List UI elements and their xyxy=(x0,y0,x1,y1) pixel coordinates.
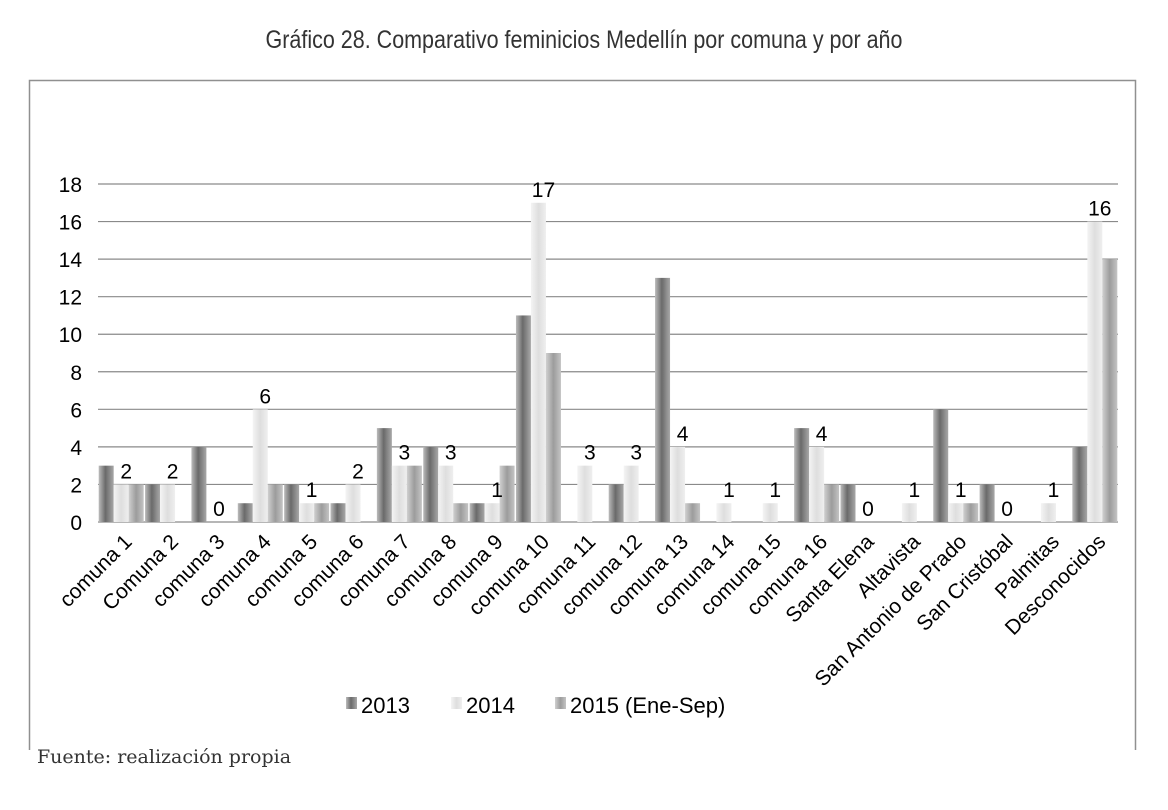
bar-2013 xyxy=(145,484,161,522)
bar-2014 xyxy=(530,202,546,522)
chart-frame xyxy=(28,79,1137,750)
y-tick-label: 4 xyxy=(70,437,82,460)
y-tick-label: 14 xyxy=(59,249,83,272)
bar-2015-ene-sep- xyxy=(545,353,561,522)
y-tick-label: 16 xyxy=(59,212,82,235)
data-label: 1 xyxy=(909,479,921,502)
bar-2015-ene-sep- xyxy=(128,484,144,522)
data-label: 2 xyxy=(352,460,364,483)
data-label: 2 xyxy=(167,460,179,483)
bar-2014 xyxy=(670,446,686,522)
bar-2013 xyxy=(376,428,392,522)
bar-2014 xyxy=(1040,503,1056,522)
bar-2013 xyxy=(191,446,207,522)
bar-2014 xyxy=(438,465,454,522)
y-tick-label: 10 xyxy=(59,324,82,347)
data-label: 1 xyxy=(491,479,503,502)
bar-2013 xyxy=(794,428,810,522)
legend-label: 2014 xyxy=(466,693,515,718)
data-label: 4 xyxy=(816,423,828,446)
bar-2014 xyxy=(577,465,593,522)
bar-2013 xyxy=(98,465,114,522)
bar-2013 xyxy=(1072,446,1088,522)
bar-2015-ene-sep- xyxy=(314,503,330,522)
bar-2014 xyxy=(391,465,407,522)
bar-2014 xyxy=(809,446,825,522)
bar-2015-ene-sep- xyxy=(499,465,515,522)
data-label: 17 xyxy=(532,179,555,202)
data-label: 3 xyxy=(399,442,411,465)
bar-2014 xyxy=(623,465,639,522)
bar-2014 xyxy=(1087,221,1103,523)
data-label: 16 xyxy=(1088,198,1111,221)
data-label: 3 xyxy=(584,442,596,465)
bar-2013 xyxy=(608,484,624,522)
bar-2015-ene-sep- xyxy=(963,503,979,522)
data-label: 1 xyxy=(1048,479,1060,502)
legend-swatch xyxy=(451,697,462,709)
data-label: 1 xyxy=(723,479,735,502)
bar-2013 xyxy=(237,503,253,522)
data-label: 4 xyxy=(677,423,689,446)
y-tick-label: 18 xyxy=(59,174,82,197)
bar-2015-ene-sep- xyxy=(406,465,422,522)
bar-2015-ene-sep- xyxy=(685,503,701,522)
data-label: 0 xyxy=(862,498,874,521)
data-label: 1 xyxy=(769,479,781,502)
bar-2014 xyxy=(345,484,361,522)
data-label: 0 xyxy=(213,498,225,521)
data-label: 1 xyxy=(306,479,318,502)
legend-label: 2013 xyxy=(361,693,410,718)
data-label: 3 xyxy=(630,442,642,465)
bar-2013 xyxy=(515,315,531,522)
data-label: 2 xyxy=(120,460,132,483)
data-label: 0 xyxy=(1001,498,1013,521)
bar-2013 xyxy=(933,409,949,522)
bar-2015-ene-sep- xyxy=(824,484,840,522)
bar-2014 xyxy=(113,484,129,522)
bar-2014 xyxy=(252,409,268,522)
bar-2014 xyxy=(299,503,315,522)
bar-2013 xyxy=(655,277,671,522)
source-note: Fuente: realización propia xyxy=(37,746,292,768)
bar-2013 xyxy=(284,484,300,522)
legend-label: 2015 (Ene-Sep) xyxy=(570,693,725,718)
bar-2014 xyxy=(484,503,500,522)
data-label: 3 xyxy=(445,442,457,465)
y-tick-label: 6 xyxy=(70,399,82,422)
y-tick-label: 8 xyxy=(70,362,82,385)
bar-2014 xyxy=(160,484,176,522)
bar-2013 xyxy=(330,503,346,522)
bar-2013 xyxy=(840,484,856,522)
y-tick-label: 2 xyxy=(70,474,82,497)
data-label: 6 xyxy=(259,385,271,408)
bar-2014 xyxy=(716,503,732,522)
bar-2014 xyxy=(901,503,917,522)
y-tick-label: 12 xyxy=(59,287,82,310)
bar-2013 xyxy=(469,503,485,522)
chart-title: Gráfico 28. Comparativo feminicios Medel… xyxy=(265,26,903,54)
legend-swatch xyxy=(555,697,566,709)
bar-2014 xyxy=(948,503,964,522)
bar-2015-ene-sep- xyxy=(453,503,469,522)
y-tick-label: 0 xyxy=(70,512,82,535)
bar-2013 xyxy=(423,446,439,522)
bar-2015-ene-sep- xyxy=(267,484,283,522)
bar-2013 xyxy=(979,484,995,522)
data-label: 1 xyxy=(955,479,967,502)
bar-2014 xyxy=(762,503,778,522)
bar-2015-ene-sep- xyxy=(1102,259,1118,522)
legend-swatch xyxy=(346,697,357,709)
